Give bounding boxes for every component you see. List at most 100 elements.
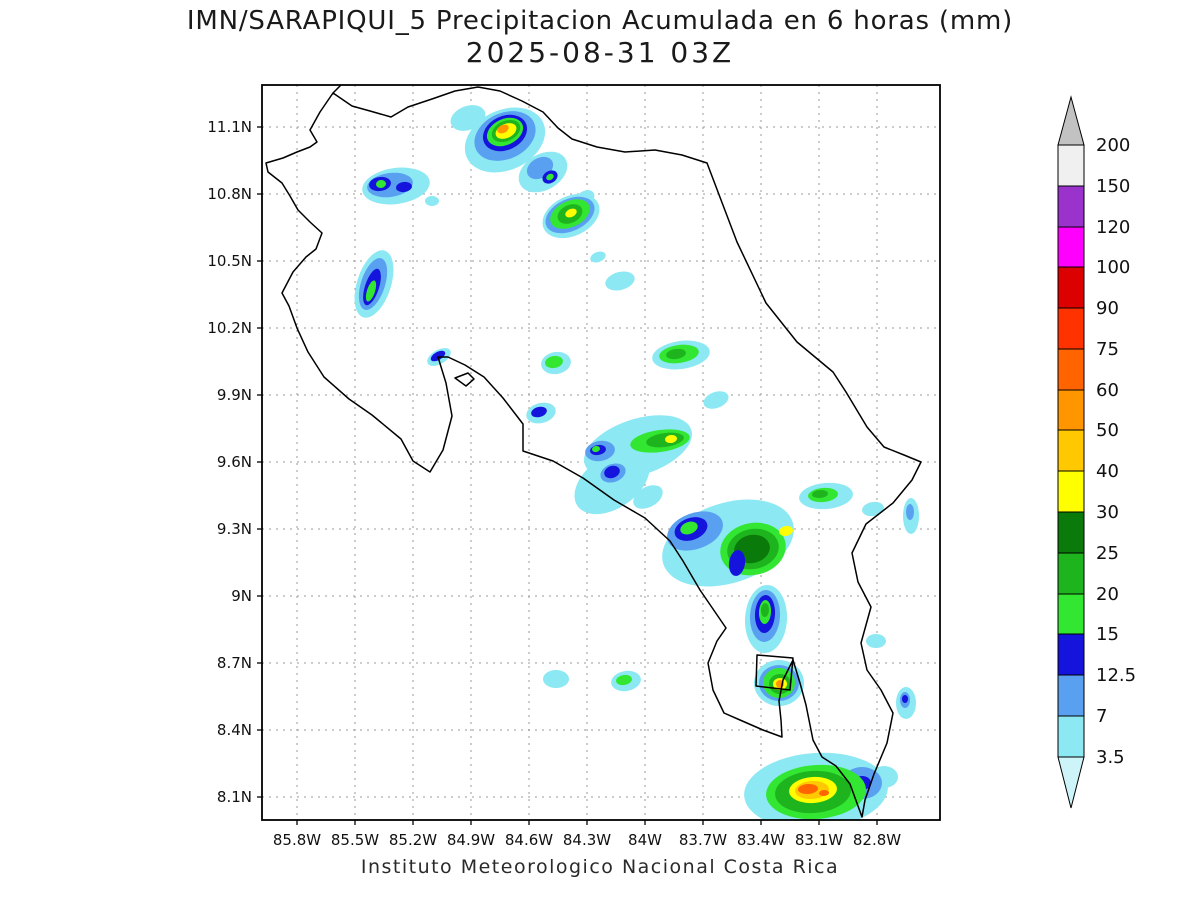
precip-blob xyxy=(396,181,412,193)
y-tick-label: 10.8N xyxy=(207,185,252,203)
colorbar-label: 7 xyxy=(1096,706,1107,727)
y-tick-label: 9.3N xyxy=(217,520,252,538)
precip-blob xyxy=(866,634,886,648)
colorbar-label: 20 xyxy=(1096,584,1119,605)
y-tick-label: 11.1N xyxy=(207,118,252,136)
precip-blob xyxy=(906,504,914,520)
precip-blob xyxy=(604,465,620,479)
y-tick-label: 8.1N xyxy=(217,788,252,806)
precip-blob xyxy=(376,179,386,189)
colorbar-segment xyxy=(1057,715,1085,758)
colorbar-segment xyxy=(1057,511,1085,554)
precip-blob xyxy=(760,603,770,617)
colorbar-over-triangle xyxy=(1057,95,1085,146)
coastline-path xyxy=(332,85,342,94)
precip-blob xyxy=(545,355,563,369)
colorbar-segment xyxy=(1057,185,1085,228)
precip-blob xyxy=(590,251,606,263)
precip-blob xyxy=(365,280,377,302)
precip-blob xyxy=(497,124,509,134)
colorbar-under-triangle xyxy=(1057,756,1085,809)
x-tick-label: 83.4W xyxy=(737,831,785,849)
x-tick-label: 85.8W xyxy=(273,831,321,849)
colorbar-label: 12.5 xyxy=(1096,665,1136,686)
precip-blob xyxy=(666,348,686,360)
x-tick-label: 84.9W xyxy=(447,831,495,849)
precip-blob xyxy=(430,350,446,362)
colorbar-segment xyxy=(1057,429,1085,472)
colorbar-label: 75 xyxy=(1096,339,1119,360)
colorbar-segment xyxy=(1057,144,1085,187)
precip-blob xyxy=(605,271,635,291)
y-tick-label: 10.2N xyxy=(207,319,252,337)
colorbar-label: 15 xyxy=(1096,624,1119,645)
precip-blob xyxy=(798,783,818,795)
colorbar: 200 150 120 100 90 75 60 50 40 30 25 20 15 12.5 7 3.5 xyxy=(1057,95,1136,809)
y-tick-label: 9N xyxy=(231,587,252,605)
precipitation-shading xyxy=(354,105,919,820)
x-tick-label: 83.7W xyxy=(679,831,727,849)
colorbar-segment xyxy=(1057,389,1085,431)
y-tick-label: 10.5N xyxy=(207,252,252,270)
colorbar-label: 50 xyxy=(1096,420,1119,441)
precip-blob xyxy=(680,521,698,535)
precip-blob xyxy=(633,485,663,509)
colorbar-label: 90 xyxy=(1096,298,1119,319)
precip-blob xyxy=(616,674,632,686)
precip-blob xyxy=(450,105,486,131)
coastline-path xyxy=(454,372,475,387)
x-tick-label: 83.1W xyxy=(795,831,843,849)
colorbar-segment xyxy=(1057,633,1085,676)
precip-blob xyxy=(592,445,600,453)
precip-blob xyxy=(531,406,547,418)
y-tick-label: 8.7N xyxy=(217,654,252,672)
x-tick-label: 84.6W xyxy=(505,831,553,849)
x-tick-label: 85.2W xyxy=(389,831,437,849)
precip-blob xyxy=(728,550,746,576)
x-tick-label: 84W xyxy=(628,831,662,849)
precip-blob xyxy=(703,391,729,409)
precip-blob xyxy=(665,434,677,444)
coastline-path xyxy=(265,86,922,818)
coastline-path xyxy=(755,654,794,691)
colorbar-label: 60 xyxy=(1096,380,1119,401)
colorbar-segment xyxy=(1057,470,1085,513)
colorbar-segment xyxy=(1057,266,1085,309)
colorbar-segment xyxy=(1057,552,1085,595)
plot-border xyxy=(261,84,941,821)
colorbar-segment xyxy=(1057,307,1085,350)
colorbar-segment xyxy=(1057,226,1085,268)
colorbar-label: 30 xyxy=(1096,502,1119,523)
precip-blob xyxy=(565,208,577,218)
colorbar-label: 120 xyxy=(1096,217,1130,238)
colorbar-label: 25 xyxy=(1096,543,1119,564)
y-tick-label: 8.4N xyxy=(217,721,252,739)
colorbar-label: 150 xyxy=(1096,176,1130,197)
costa-rica-outline xyxy=(265,85,922,818)
colorbar-segment xyxy=(1057,593,1085,635)
y-tick-label: 9.6N xyxy=(217,453,252,471)
precip-blob xyxy=(812,489,828,499)
precip-blob xyxy=(546,173,554,181)
colorbar-label: 100 xyxy=(1096,257,1130,278)
precip-blob xyxy=(779,525,793,537)
precip-blob xyxy=(425,196,439,206)
x-tick-label: 84.3W xyxy=(563,831,611,849)
axis-ticks: 85.8W 85.5W 85.2W 84.9W 84.6W 84.3W 84W 83.7W 83… xyxy=(207,118,901,849)
colorbar-segment xyxy=(1057,674,1085,717)
precip-blob xyxy=(902,695,908,703)
colorbar-label: 40 xyxy=(1096,461,1119,482)
chart-title: IMN/SARAPIQUI_5 Precipitacion Acumulada … xyxy=(186,6,1014,36)
footer-caption: Instituto Meteorologico Nacional Costa R… xyxy=(360,856,840,878)
precip-blob xyxy=(543,670,569,688)
y-tick-label: 9.9N xyxy=(217,386,252,404)
colorbar-label: 3.5 xyxy=(1096,747,1125,768)
precip-blob xyxy=(862,501,884,517)
x-tick-label: 82.8W xyxy=(853,831,901,849)
chart-subtitle: 2025-08-31 03Z xyxy=(465,36,735,69)
colorbar-segment xyxy=(1057,348,1085,391)
precip-blob xyxy=(819,789,829,797)
colorbar-label: 200 xyxy=(1096,135,1130,156)
x-tick-label: 85.5W xyxy=(331,831,379,849)
